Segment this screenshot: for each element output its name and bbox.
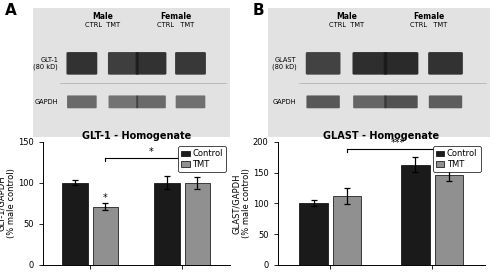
Title: GLT-1 - Homogenate: GLT-1 - Homogenate <box>82 131 191 141</box>
FancyBboxPatch shape <box>428 52 463 75</box>
FancyBboxPatch shape <box>108 52 139 75</box>
Bar <box>300 203 328 265</box>
FancyBboxPatch shape <box>136 96 166 108</box>
Text: GAPDH: GAPDH <box>273 99 296 105</box>
Text: CTRL  TMT: CTRL TMT <box>85 22 120 28</box>
Text: A: A <box>5 3 17 18</box>
Text: CTRL  TMT: CTRL TMT <box>329 22 364 28</box>
Bar <box>92 207 118 265</box>
Bar <box>401 165 430 265</box>
Text: GLAST
(80 kD): GLAST (80 kD) <box>272 57 296 70</box>
Bar <box>434 174 463 265</box>
FancyBboxPatch shape <box>176 96 206 108</box>
Text: *: * <box>103 192 108 203</box>
FancyBboxPatch shape <box>175 52 206 75</box>
Text: ***: *** <box>391 138 405 148</box>
Y-axis label: GLAST/GAPDH
(% male control): GLAST/GAPDH (% male control) <box>232 168 252 238</box>
FancyBboxPatch shape <box>384 52 418 75</box>
Legend: Control, TMT: Control, TMT <box>178 146 226 172</box>
FancyBboxPatch shape <box>352 52 387 75</box>
FancyBboxPatch shape <box>306 96 340 108</box>
FancyBboxPatch shape <box>136 52 166 75</box>
Text: Male: Male <box>92 12 113 21</box>
Text: *: * <box>149 147 154 157</box>
FancyBboxPatch shape <box>108 96 138 108</box>
FancyBboxPatch shape <box>353 96 386 108</box>
Text: B: B <box>252 3 264 18</box>
Text: CTRL   TMT: CTRL TMT <box>157 22 194 28</box>
Text: CTRL   TMT: CTRL TMT <box>410 22 448 28</box>
FancyBboxPatch shape <box>384 96 418 108</box>
Bar <box>333 196 362 265</box>
Text: GAPDH: GAPDH <box>34 99 58 105</box>
FancyBboxPatch shape <box>66 52 98 75</box>
Text: Female: Female <box>160 12 192 21</box>
Legend: Control, TMT: Control, TMT <box>433 146 481 172</box>
FancyBboxPatch shape <box>306 52 340 75</box>
FancyBboxPatch shape <box>67 96 96 108</box>
Title: GLAST - Homogenate: GLAST - Homogenate <box>323 131 440 141</box>
Bar <box>184 183 210 265</box>
Y-axis label: GLT-1/GAPDH
(% male control): GLT-1/GAPDH (% male control) <box>0 168 16 238</box>
Text: Female: Female <box>413 12 444 21</box>
Text: Male: Male <box>336 12 357 21</box>
Bar <box>154 183 180 265</box>
FancyBboxPatch shape <box>429 96 462 108</box>
Bar <box>62 183 88 265</box>
Text: GLT-1
(80 kD): GLT-1 (80 kD) <box>34 57 58 70</box>
